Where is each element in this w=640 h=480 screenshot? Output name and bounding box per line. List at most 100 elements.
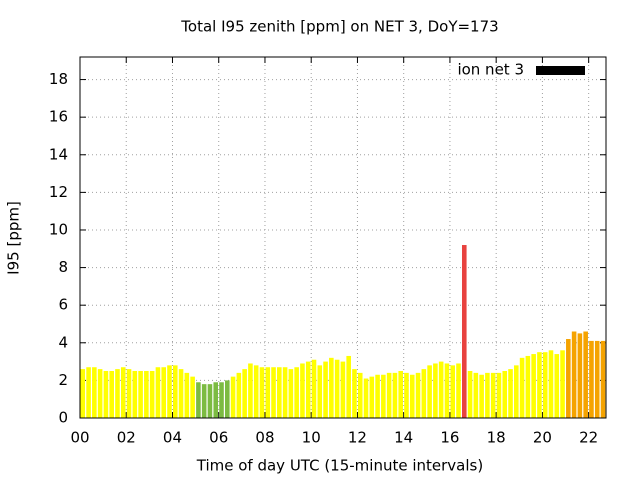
y-axis-label: I95 [ppm] bbox=[5, 201, 23, 275]
bar bbox=[305, 361, 311, 418]
bar bbox=[473, 372, 479, 418]
bar bbox=[178, 369, 184, 418]
legend-swatch bbox=[536, 66, 585, 75]
x-tick-label: 02 bbox=[117, 429, 136, 447]
plot-border bbox=[79, 56, 607, 419]
bar bbox=[323, 361, 328, 418]
bar bbox=[213, 382, 219, 418]
bar bbox=[144, 370, 149, 418]
y-tick-label: 2 bbox=[58, 371, 68, 389]
bar bbox=[392, 372, 398, 418]
y-tick-label: 16 bbox=[49, 108, 68, 126]
bar bbox=[537, 352, 542, 418]
bar bbox=[514, 365, 519, 418]
bar bbox=[554, 354, 560, 418]
bar bbox=[167, 365, 172, 418]
bar bbox=[161, 367, 167, 418]
bar bbox=[294, 367, 299, 418]
bar bbox=[479, 374, 484, 418]
bar bbox=[225, 380, 230, 418]
bar bbox=[80, 369, 86, 418]
y-tick-label: 18 bbox=[49, 70, 68, 88]
bar bbox=[485, 372, 490, 418]
bar bbox=[409, 374, 415, 418]
bar bbox=[560, 350, 565, 418]
chart-title: Total I95 zenith [ppm] on NET 3, DoY=173 bbox=[180, 18, 498, 36]
x-tick-label: 22 bbox=[579, 429, 598, 447]
bar bbox=[531, 354, 536, 418]
bar bbox=[346, 355, 351, 418]
x-tick-label: 20 bbox=[533, 429, 552, 447]
bar bbox=[253, 365, 259, 418]
bar bbox=[375, 374, 380, 418]
bar bbox=[132, 370, 138, 418]
bar bbox=[109, 370, 114, 418]
bar bbox=[103, 370, 109, 418]
bar bbox=[427, 365, 432, 418]
x-tick-label: 04 bbox=[163, 429, 182, 447]
bar bbox=[571, 331, 577, 418]
x-tick-label: 08 bbox=[255, 429, 274, 447]
bar bbox=[369, 376, 375, 418]
y-tick-label: 10 bbox=[49, 220, 68, 238]
bar bbox=[300, 363, 305, 418]
bar bbox=[277, 367, 282, 418]
bar bbox=[357, 372, 363, 418]
bar bbox=[317, 365, 323, 418]
bar bbox=[525, 355, 531, 418]
y-tick-label: 14 bbox=[49, 145, 68, 163]
bar bbox=[566, 339, 571, 418]
bar bbox=[467, 370, 473, 418]
bar bbox=[496, 372, 502, 418]
bar bbox=[398, 370, 403, 418]
bar bbox=[172, 365, 178, 418]
bar bbox=[404, 372, 409, 418]
bar bbox=[265, 367, 271, 418]
bar bbox=[508, 369, 513, 418]
bar bbox=[282, 367, 288, 418]
bar bbox=[444, 363, 450, 418]
bar bbox=[363, 378, 369, 418]
bar bbox=[519, 357, 525, 418]
x-tick-label: 18 bbox=[487, 429, 506, 447]
bar bbox=[386, 372, 392, 418]
x-tick-label: 00 bbox=[70, 429, 89, 447]
y-tick-label: 6 bbox=[58, 296, 68, 314]
bar bbox=[92, 367, 97, 418]
bar bbox=[196, 382, 201, 418]
bar bbox=[259, 367, 265, 418]
bar bbox=[589, 340, 594, 418]
bar bbox=[138, 370, 143, 418]
bar bbox=[583, 331, 588, 418]
bar bbox=[594, 340, 600, 418]
bar bbox=[155, 367, 161, 418]
bar bbox=[219, 382, 224, 418]
x-tick-label: 10 bbox=[302, 429, 321, 447]
x-axis-label: Time of day UTC (15-minute intervals) bbox=[196, 457, 483, 475]
bar bbox=[115, 369, 120, 418]
bar bbox=[236, 372, 242, 418]
y-tick-label: 8 bbox=[58, 258, 68, 276]
bar bbox=[502, 370, 508, 418]
bar bbox=[548, 350, 554, 418]
bar bbox=[450, 365, 456, 418]
bar bbox=[340, 361, 346, 418]
x-tick-label: 16 bbox=[440, 429, 459, 447]
bar bbox=[248, 363, 253, 418]
bar bbox=[352, 369, 357, 418]
bar bbox=[149, 370, 155, 418]
bar bbox=[329, 357, 334, 418]
bar bbox=[600, 340, 606, 418]
bar bbox=[456, 363, 461, 418]
legend-label: ion net 3 bbox=[457, 61, 524, 79]
bar bbox=[184, 372, 190, 418]
bar bbox=[86, 367, 91, 418]
y-tick-label: 4 bbox=[58, 333, 68, 351]
x-tick-label: 12 bbox=[348, 429, 367, 447]
bar bbox=[461, 245, 467, 418]
bar bbox=[421, 369, 427, 418]
bar bbox=[271, 367, 276, 418]
bar bbox=[242, 369, 247, 418]
bar bbox=[490, 372, 496, 418]
